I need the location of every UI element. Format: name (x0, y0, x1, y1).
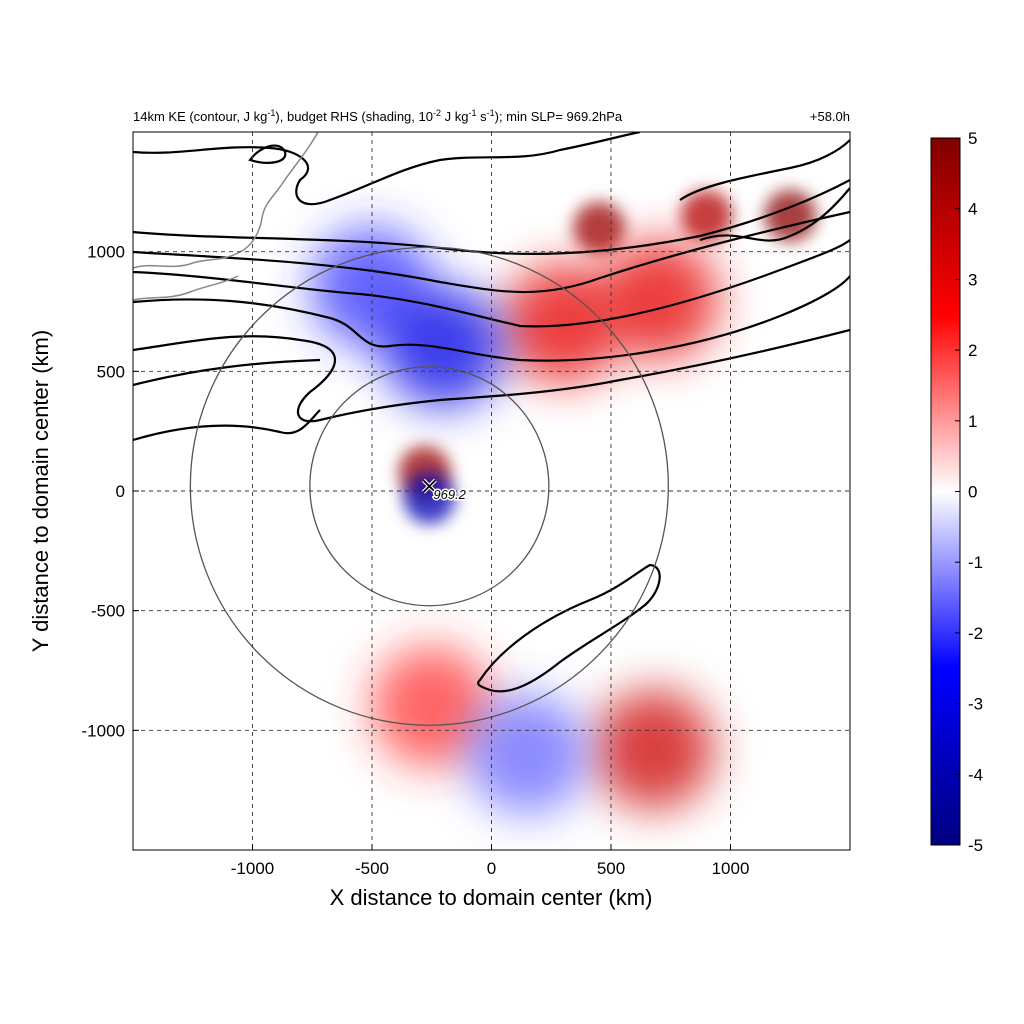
plot-area: 969.2 (133, 132, 850, 850)
x-axis-label: X distance to domain center (km) (330, 885, 653, 910)
x-tick-label: 1000 (712, 859, 750, 878)
forecast-time-label: +58.0h (810, 109, 850, 124)
ke-contour (133, 328, 850, 423)
coastline (133, 132, 319, 301)
coastline-segment (133, 132, 319, 269)
shading-feature (503, 263, 624, 384)
colorbar-tick-label: -1 (968, 553, 983, 572)
chart-title: 14km KE (contour, J kg-1), budget RHS (s… (133, 108, 623, 124)
x-tick-label: 500 (597, 859, 625, 878)
ke-contour (133, 179, 850, 255)
x-tick-label: -1000 (231, 859, 274, 878)
y-tick-label: -500 (91, 602, 125, 621)
colorbar-tick-label: 1 (968, 412, 977, 431)
ke-contour (699, 187, 850, 242)
colorbar-tick-label: 5 (968, 129, 977, 148)
coastline-segment (133, 275, 239, 301)
colorbar-tick-label: 2 (968, 341, 977, 360)
range-rings (189, 246, 670, 726)
shading-feature (764, 189, 817, 242)
ke-contour (133, 358, 321, 387)
storm-center-icon (422, 479, 436, 493)
colorbar-ticks: 5 4 3 2 1 0 -1 -2 -3 -4 -5 (955, 129, 983, 855)
storm-marker: 969.2 (421, 478, 468, 504)
colorbar-tick-label: -4 (968, 765, 983, 784)
shading-feature (467, 694, 588, 815)
y-tick-label: 1000 (87, 243, 125, 262)
x-tick-label: -500 (355, 859, 389, 878)
ke-contour (133, 409, 321, 442)
shading-feature (573, 201, 626, 254)
ke-contour (248, 144, 287, 164)
ke-contour (133, 275, 850, 362)
colorbar-tick-label: 4 (968, 200, 977, 219)
y-tick-label: -1000 (82, 721, 125, 740)
shading-feature (594, 689, 715, 810)
ke-contours (133, 132, 850, 693)
ke-contour (477, 563, 661, 693)
colorbar-tick-label: -5 (968, 836, 983, 855)
colorbar-tick-label: -3 (968, 695, 983, 714)
x-ticks: -1000 -500 0 500 1000 (231, 844, 750, 878)
colorbar-tick-label: -2 (968, 624, 983, 643)
shading-feature (680, 189, 733, 242)
colorbar-tick-label: 3 (968, 270, 977, 289)
range-ring (309, 366, 550, 607)
colorbar-tick-label: 0 (968, 483, 977, 502)
range-ring (189, 246, 670, 726)
ke-contour (679, 139, 850, 201)
x-tick-label: 0 (487, 859, 496, 878)
y-ticks: -1000 -500 0 500 1000 (82, 243, 139, 740)
storm-slp-label: 969.2 (433, 487, 466, 502)
y-tick-label: 0 (116, 482, 125, 501)
y-tick-label: 500 (97, 362, 125, 381)
shading-feature (403, 472, 456, 525)
y-axis-label: Y distance to domain center (km) (28, 330, 53, 652)
ke-contour (133, 210, 850, 294)
shading-feature (371, 646, 492, 767)
ke-contour (133, 239, 850, 328)
